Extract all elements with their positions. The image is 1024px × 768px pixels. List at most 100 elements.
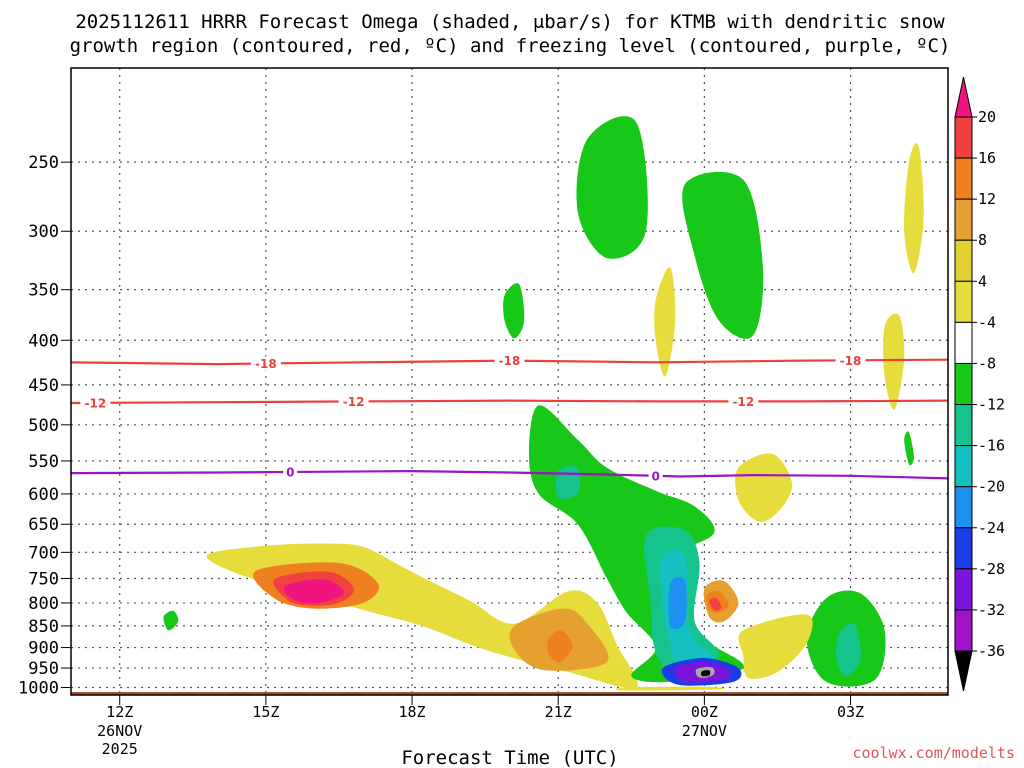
omega-region [555, 465, 581, 500]
omega-region [904, 143, 924, 274]
isotherm-label-bg [835, 353, 866, 368]
isotherm-line [70, 399, 949, 405]
colorbar-band [954, 362, 973, 406]
omega-region [668, 576, 687, 630]
y-tick-label: 900 [28, 639, 59, 659]
omega-region [904, 431, 914, 466]
omega-region [735, 453, 793, 522]
y-tick-label: 1000 [18, 678, 59, 698]
chart-title-line1: 2025112611 HRRR Forecast Omega (shaded, … [75, 11, 945, 33]
x-tick-label: 12Z [106, 703, 133, 721]
plot-area: -18 -18 -18 -12 -12 -12 0 0 [70, 67, 949, 696]
x-tick-label: 18Z [399, 703, 426, 721]
isotherm-label-bg [338, 394, 369, 409]
colorbar-band [954, 239, 973, 282]
colorbar-top-cap [954, 76, 973, 118]
x-tick-date: 27NOV [682, 722, 727, 740]
colorbar-label: 16 [978, 149, 996, 167]
isotherm-label-bg [80, 395, 111, 410]
colorbar-bottom-cap [954, 650, 973, 692]
colorbar-band [954, 321, 973, 364]
omega-region [883, 313, 905, 410]
x-tick-year: 2025 [102, 740, 138, 758]
colorbar-band [954, 116, 973, 159]
isotherm-label-bg [728, 394, 759, 409]
y-tick-label: 450 [28, 376, 59, 396]
colorbar-band [954, 280, 973, 323]
omega-region [576, 116, 648, 259]
isotherm-label: -12 [733, 395, 755, 409]
isotherm-label: -18 [840, 354, 862, 368]
y-tick-label: 400 [28, 331, 59, 351]
isotherm-line [70, 469, 949, 480]
y-tick-label: 850 [28, 617, 59, 637]
colorbar-band [954, 404, 973, 447]
y-tick-label: 750 [28, 569, 59, 589]
pressure-axis: 2503003504004505005506006507007508008509… [18, 153, 71, 698]
credit-text: coolwx.com/modelts [852, 744, 1015, 762]
isotherm-contours: -18 -18 -18 -12 -12 -12 0 0 [70, 353, 949, 483]
colorbar-label: -12 [978, 396, 1005, 414]
colorbar-label: -28 [978, 560, 1005, 578]
y-tick-label: 550 [28, 452, 59, 472]
ground-surface [71, 692, 948, 695]
y-tick-label: 250 [28, 153, 59, 173]
x-tick-date: 26NOV [97, 722, 142, 740]
omega-region [163, 610, 179, 631]
plot-frame [70, 67, 949, 696]
colorbar-label: 4 [978, 272, 987, 290]
colorbar-band [954, 609, 973, 652]
x-tick-label: 00Z [691, 703, 718, 721]
colorbar-label: -24 [978, 519, 1005, 537]
omega-region [738, 614, 813, 679]
x-tick-label: 21Z [545, 703, 572, 721]
isotherm-label: -12 [85, 396, 107, 410]
y-tick-label: 700 [28, 543, 59, 563]
colorbar-label: 20 [978, 108, 996, 126]
colorbar-label: -36 [978, 642, 1005, 660]
colorbar-label: 8 [978, 231, 987, 249]
omega-region [701, 670, 711, 677]
isotherm-label: -12 [343, 395, 365, 409]
isotherm-label: 0 [651, 469, 659, 483]
isotherm-label-bg [648, 468, 663, 483]
colorbar-band [954, 445, 973, 488]
colorbar-label: -32 [978, 601, 1005, 619]
ground-band [71, 692, 948, 695]
colorbar-band [954, 527, 973, 570]
isotherm-label-bg [494, 353, 525, 368]
chart-title-line2: growth region (contoured, red, ºC) and f… [70, 35, 951, 57]
colorbar-band [954, 157, 973, 200]
x-tick-label: 15Z [252, 703, 279, 721]
y-tick-label: 350 [28, 281, 59, 301]
colorbar: 20 16 12 8 4 -4 -8 -12 -16 -20 -24 -28 -32 -36 [954, 76, 1005, 692]
omega-region [503, 283, 525, 339]
isotherm-label: -18 [255, 357, 277, 371]
isotherm-label: 0 [286, 465, 294, 479]
colorbar-label: -4 [978, 313, 996, 331]
isotherm-label: -18 [499, 354, 521, 368]
x-axis-label: Forecast Time (UTC) [401, 747, 618, 768]
omega-region [546, 630, 573, 663]
colorbar-label: -16 [978, 437, 1005, 455]
omega-region [682, 171, 764, 339]
omega-region [283, 579, 344, 604]
y-tick-label: 500 [28, 416, 59, 436]
colorbar-band [954, 486, 973, 529]
y-tick-label: 300 [28, 222, 59, 242]
isotherm-label-bg [250, 356, 281, 371]
colorbar-band [954, 198, 973, 241]
x-tick-label: 03Z [837, 703, 864, 721]
colorbar-band [954, 568, 973, 611]
plot-background [71, 68, 948, 695]
colorbar-label: -8 [978, 354, 996, 372]
omega-region [654, 267, 676, 377]
colorbar-label: 12 [978, 190, 996, 208]
y-tick-label: 950 [28, 659, 59, 679]
omega-region [615, 686, 725, 691]
y-tick-label: 650 [28, 515, 59, 535]
y-tick-label: 600 [28, 485, 59, 505]
isotherm-label-bg [283, 464, 298, 479]
